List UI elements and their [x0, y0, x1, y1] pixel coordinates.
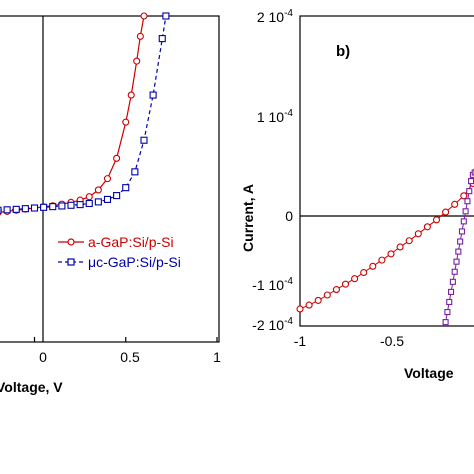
panel-a-series-line-1 [0, 15, 167, 211]
panel-b: b) 2 10-4 1 10-4 0 -1 10-4 -2 10-4 -1 -0… [240, 8, 474, 381]
panel-b-point-s0-4 [332, 286, 340, 294]
panel-a-point-s1-1 [3, 206, 11, 214]
panel-a-plot-frame [0, 15, 220, 343]
panel-b-label: b) [336, 43, 350, 60]
panel-a-point-s0-11 [94, 186, 102, 194]
panel-a-point-s1-5 [40, 203, 48, 211]
panel-b-point-s0-18 [460, 192, 468, 200]
panel-b-point-s1-9 [458, 228, 466, 235]
panel-a-point-s1-2 [12, 205, 20, 213]
panel-b-y-tick-label-3: -1 10-4 [252, 276, 293, 293]
panel-b-point-s0-0 [296, 305, 304, 313]
panel-b-y-tick-label-2: 0 [285, 208, 293, 224]
panel-b-point-s0-6 [351, 275, 359, 283]
panel-a-point-s0-12 [103, 175, 112, 183]
panel-a-x-tick-label-0: 0 [39, 349, 47, 365]
panel-b-point-s1-0 [442, 319, 449, 326]
panel-b-point-s1-10 [460, 218, 467, 225]
panel-b-point-s0-14 [423, 223, 431, 231]
panel-a-point-s1-9 [76, 201, 84, 209]
panel-b-point-s1-2 [446, 298, 453, 306]
panel-a-legend: a-GaP:Si/p-Si μc-GaP:Si/p-Si [58, 234, 181, 270]
panel-a-point-s1-19 [162, 12, 170, 20]
panel-b-series-line-0 [299, 181, 474, 310]
panel-b-y-tick-label-4: -2 10-4 [252, 316, 293, 333]
panel-a-point-s1-12 [103, 195, 112, 203]
panel-a-series [0, 12, 170, 216]
panel-a-point-s1-0 [0, 206, 2, 214]
panel-a-point-s1-18 [158, 35, 166, 43]
panel-a-point-s1-6 [49, 203, 57, 211]
panel-a-point-s1-8 [67, 201, 75, 209]
panel-a-point-s1-16 [140, 136, 148, 144]
panel-a-point-s1-17 [149, 91, 157, 99]
panel-b-x-axis-title: Voltage [404, 365, 454, 381]
panel-b-point-s1-4 [449, 278, 456, 285]
panel-b-point-s1-5 [451, 268, 458, 275]
panel-a-point-s0-13 [113, 154, 121, 162]
panel-a-point-s0-17 [136, 32, 144, 40]
panel-b-point-s0-2 [314, 296, 322, 304]
panel-b-series [296, 168, 474, 326]
panel-a-point-s0-10 [85, 193, 93, 201]
legend-label-a-gap: a-GaP:Si/p-Si [88, 234, 174, 250]
legend-marker-a-gap [67, 238, 75, 246]
panel-b-y-tick-label-1: 1 10-4 [257, 108, 294, 125]
panel-b-point-s1-16 [471, 169, 474, 176]
panel-b-point-s0-17 [451, 200, 459, 208]
panel-b-point-s1-11 [462, 208, 469, 215]
panel-a-point-s1-4 [30, 204, 39, 212]
panel-b-point-s0-9 [378, 256, 386, 264]
panel-b-point-s0-12 [405, 237, 413, 245]
legend-marker-uc-gap [67, 258, 75, 266]
panel-a-point-s1-10 [85, 199, 93, 208]
panel-a-x-tick-label-2: 1 [213, 349, 221, 365]
panel-b-point-s1-8 [457, 238, 464, 245]
panel-a-point-s0-15 [127, 91, 135, 99]
panel-b-point-s1-6 [453, 258, 460, 265]
panel-b-y-axis-title: Current, A [240, 184, 256, 252]
panel-a-point-s0-18 [140, 12, 148, 20]
panel-b-point-s0-15 [432, 216, 441, 224]
panel-b-plot-frame [299, 15, 474, 327]
panel-a-point-s0-16 [133, 57, 141, 65]
panel-b-point-s1-3 [448, 288, 455, 295]
panel-b-point-s0-8 [369, 262, 377, 270]
panel-a-point-s0-14 [122, 118, 130, 126]
panel-a-point-s1-14 [122, 184, 130, 192]
panel-b-point-s1-13 [466, 188, 473, 195]
panel-a-point-s1-13 [113, 192, 121, 200]
panel-a-point-s1-3 [21, 205, 29, 213]
panel-b-point-s1-7 [455, 248, 462, 255]
panel-b-point-s0-1 [305, 301, 313, 309]
panel-b-point-s1-14 [468, 178, 474, 185]
panel-a: 0 0.5 1 Voltage, V a-GaP:Si/p-Si μc-GaP:… [0, 12, 221, 395]
panel-b-point-s0-13 [414, 230, 422, 238]
panel-a-x-ticks [33, 337, 218, 342]
panel-b-x-tick-label-1: -0.5 [380, 333, 404, 349]
panel-a-point-s1-11 [94, 198, 102, 206]
panel-a-point-s1-15 [131, 168, 139, 176]
panel-b-point-s0-16 [442, 208, 450, 216]
panel-a-series-line-0 [0, 15, 145, 213]
panel-b-point-s0-5 [341, 280, 350, 288]
panel-b-point-s0-11 [396, 243, 404, 251]
panel-a-x-tick-label-1: 0.5 [120, 349, 140, 365]
panel-a-point-s1-7 [58, 202, 66, 210]
panel-b-point-s1-12 [464, 198, 471, 205]
panel-b-point-s1-1 [444, 308, 451, 316]
panel-b-x-tick-label-0: -1 [294, 333, 307, 349]
legend-label-uc-gap: μc-GaP:Si/p-Si [88, 254, 181, 270]
panel-b-point-s0-10 [387, 250, 395, 258]
panel-b-y-tick-label-0: 2 10-4 [257, 8, 294, 25]
panel-b-point-s0-7 [360, 268, 368, 277]
panel-b-point-s0-3 [323, 291, 331, 299]
panel-a-x-axis-title: Voltage, V [0, 379, 63, 395]
